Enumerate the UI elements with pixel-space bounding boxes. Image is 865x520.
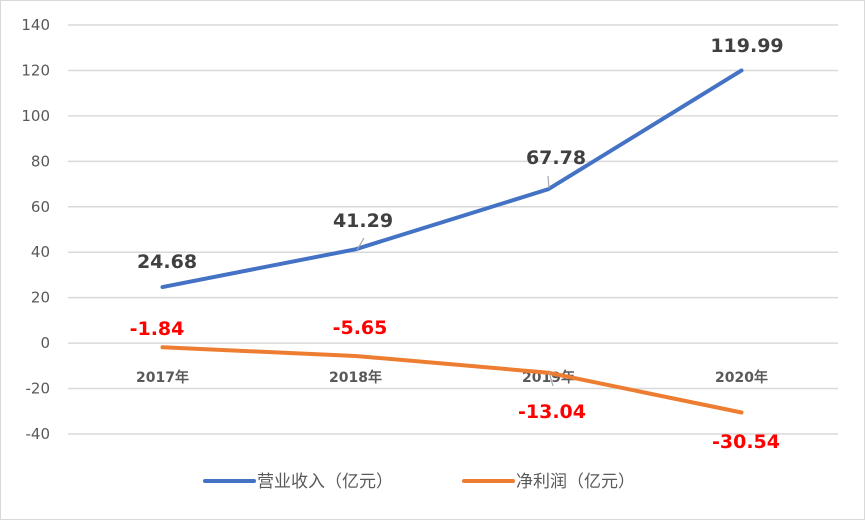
leader-line xyxy=(547,175,550,189)
legend-item-net-profit[interactable]: 净利润（亿元） xyxy=(462,472,635,492)
x-tick-label: 2017年 xyxy=(136,369,189,386)
y-axis-ticks: 140 120 100 80 60 40 20 0 -20 -40 xyxy=(21,16,50,443)
x-axis-ticks: 2017年 2018年 2019年 2020年 xyxy=(136,369,768,386)
revenue-line[interactable] xyxy=(160,68,744,290)
y-tick-label: 0 xyxy=(40,334,50,352)
legend-label-revenue: 营业收入（亿元） xyxy=(257,472,393,492)
gridlines xyxy=(68,24,838,435)
data-label-revenue: 119.99 xyxy=(710,35,783,57)
legend: 营业收入（亿元） 净利润（亿元） xyxy=(203,472,635,492)
data-label-net-profit: -5.65 xyxy=(333,317,388,339)
x-tick-label: 2020年 xyxy=(715,369,768,386)
data-label-revenue: 24.68 xyxy=(137,251,197,273)
data-label-revenue: 41.29 xyxy=(333,210,393,232)
legend-item-revenue[interactable]: 营业收入（亿元） xyxy=(203,472,393,492)
y-tick-label: -40 xyxy=(26,425,51,443)
data-label-net-profit: -1.84 xyxy=(130,318,185,340)
x-tick-label: 2018年 xyxy=(329,369,382,386)
y-tick-label: 60 xyxy=(31,198,50,216)
y-tick-label: 20 xyxy=(31,289,50,307)
y-tick-label: 40 xyxy=(31,243,50,261)
legend-label-net-profit: 净利润（亿元） xyxy=(516,472,635,492)
y-tick-label: 120 xyxy=(21,61,50,79)
data-label-net-profit: -13.04 xyxy=(518,401,586,423)
y-tick-label: -20 xyxy=(26,380,51,398)
y-tick-label: 80 xyxy=(31,152,50,170)
data-label-revenue: 67.78 xyxy=(526,147,586,169)
label-leader-lines xyxy=(356,175,554,387)
data-labels: 24.68 41.29 67.78 119.99 -1.84 -5.65 -13.04 -30… xyxy=(130,35,784,453)
net-profit-line[interactable] xyxy=(160,345,744,415)
y-tick-label: 100 xyxy=(21,107,50,125)
leader-line xyxy=(548,371,554,387)
data-label-net-profit: -30.54 xyxy=(712,431,780,453)
y-tick-label: 140 xyxy=(21,16,50,34)
series-lines xyxy=(160,68,744,415)
leader-line xyxy=(356,237,365,251)
